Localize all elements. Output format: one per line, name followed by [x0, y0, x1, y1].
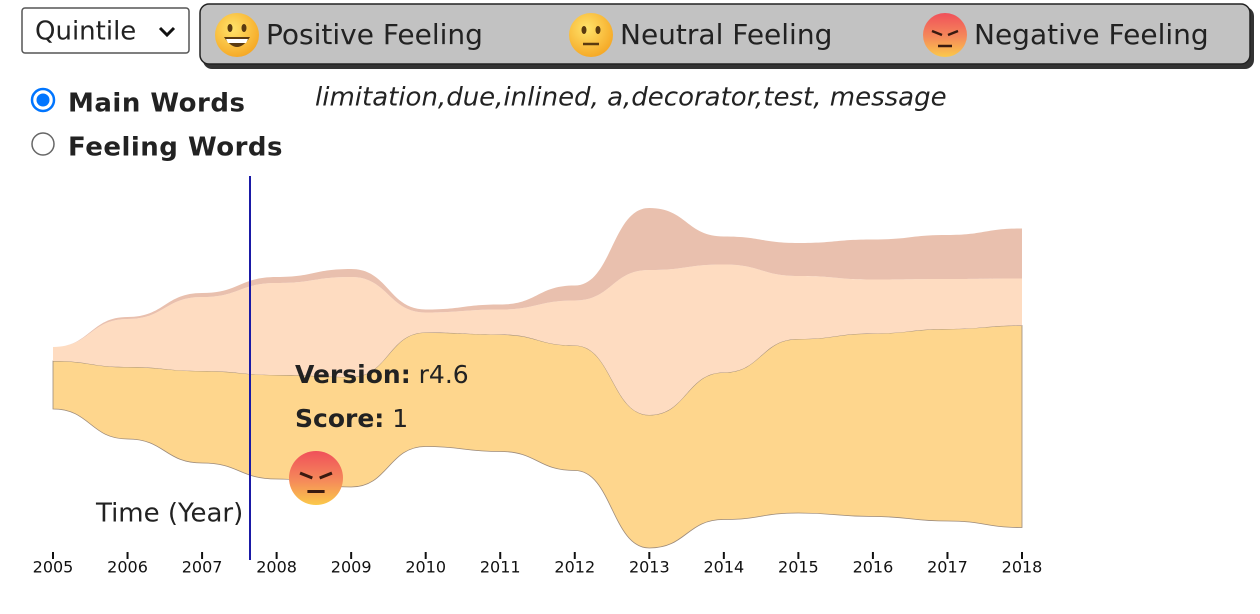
emoji-face [215, 13, 259, 57]
emoji [923, 13, 967, 57]
radio-dot[interactable] [36, 93, 50, 107]
tooltip-face [289, 451, 343, 505]
emoji-face [569, 13, 613, 57]
stream-layer [53, 208, 1022, 347]
emoji [289, 451, 343, 505]
emoji-eye [227, 24, 233, 32]
x-tick-label: 2018 [1002, 558, 1043, 577]
stream-chart: 2005 2006 2007 2008 2009 2010 2011 2012 2013 2014… [33, 208, 1043, 577]
x-tick-label: 2014 [703, 558, 744, 577]
legend-label: Negative Feeling [974, 18, 1209, 51]
legend: Positive Feeling Neutral Feeling Negative … [215, 13, 1209, 57]
x-tick-label: 2008 [256, 558, 297, 577]
x-tick-label: 2017 [927, 558, 968, 577]
legend-label: Neutral Feeling [620, 18, 832, 51]
radio-group: Main Words Feeling Words [30, 87, 283, 163]
radio-label[interactable]: Feeling Words [68, 133, 283, 163]
tooltip-label: Score: [295, 404, 384, 433]
tooltip-version: Version: r4.6 [295, 360, 469, 389]
x-tick-label: 2015 [778, 558, 819, 577]
emoji-face [289, 451, 343, 505]
radio-button[interactable] [31, 132, 55, 156]
x-tick-label: 2007 [182, 558, 223, 577]
x-tick-label: 2016 [853, 558, 894, 577]
x-axis-label: Time (Year) [95, 499, 243, 529]
dropdown-chevron[interactable] [158, 26, 176, 38]
tooltip-value: r4.6 [419, 360, 469, 389]
tooltip-score: Score: 1 [295, 404, 408, 433]
dropdown-value[interactable]: Quintile [35, 17, 136, 47]
emoji [569, 13, 613, 57]
legend-box [199, 3, 1251, 65]
tooltip-value: 1 [392, 404, 408, 433]
emoji-teeth [226, 39, 248, 43]
x-tick-label: 2009 [331, 558, 372, 577]
x-tick-label: 2012 [554, 558, 595, 577]
emoji-eye [595, 26, 601, 34]
emoji-face [923, 13, 967, 57]
x-tick-label: 2011 [480, 558, 521, 577]
dropdown[interactable]: Quintile [21, 7, 190, 54]
radio-label[interactable]: Main Words [68, 89, 245, 119]
emoji-brow [931, 29, 943, 37]
x-tick-label: 2006 [107, 558, 148, 577]
x-tick-label: 2013 [629, 558, 670, 577]
tooltip-label: Version: [295, 360, 411, 389]
emoji-brow [947, 29, 959, 37]
legend-label: Positive Feeling [266, 18, 483, 51]
stream-layer [52, 325, 1023, 549]
emoji-eye [581, 26, 587, 34]
emoji-brow [319, 471, 333, 480]
x-tick-label: 2005 [33, 558, 74, 577]
x-tick-label: 2010 [405, 558, 446, 577]
emoji [215, 13, 259, 57]
emoji-brow [299, 471, 313, 480]
keywords: limitation,due,inlined, a,decorator,test… [315, 83, 947, 113]
dropdown-box[interactable] [21, 7, 190, 54]
stream-layer [53, 264, 1022, 415]
emoji-eye [241, 24, 247, 32]
